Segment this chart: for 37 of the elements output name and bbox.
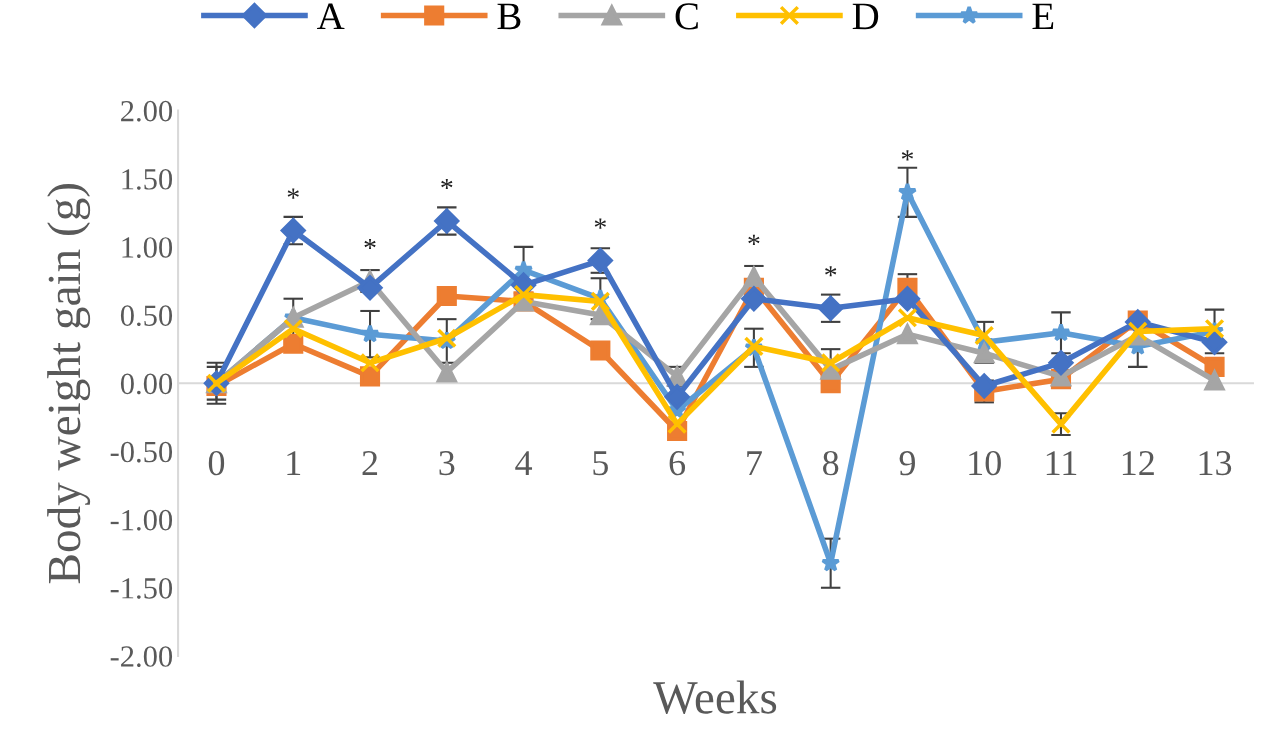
x-tick-label: 10 xyxy=(969,450,1001,476)
x-tick-label: 0 xyxy=(208,450,225,476)
x-tick-label: 5 xyxy=(593,451,608,476)
y-tick-label: -0.50 xyxy=(110,441,173,463)
x-tick-label: 6 xyxy=(669,451,686,476)
annotation: * xyxy=(364,238,376,250)
legend-label: A xyxy=(317,3,345,30)
y-tick-label: -1.50 xyxy=(110,578,173,599)
annotation: * xyxy=(287,188,299,199)
x-tick-label: 7 xyxy=(747,451,762,475)
legend-label: C xyxy=(675,3,698,30)
x-tick-label: 2 xyxy=(362,451,378,475)
annotation: * xyxy=(748,234,760,246)
x-tick-label: 8 xyxy=(823,450,839,476)
y-tick-label: -2.00 xyxy=(110,646,173,667)
y-tick-label: 2.00 xyxy=(121,100,173,122)
x-tick-label: 9 xyxy=(899,451,915,476)
y-tick-label: 1.00 xyxy=(122,237,173,258)
annotation: * xyxy=(441,178,453,190)
y-tick-label: -1.00 xyxy=(110,509,173,531)
x-tick-label: 1 xyxy=(287,451,301,475)
y-axis-title: Body weight gain (g) xyxy=(47,184,91,584)
legend-label: B xyxy=(497,3,521,30)
y-tick-label: 0.50 xyxy=(120,305,173,327)
legend-label: E xyxy=(1032,3,1054,30)
y-tick-label: 1.50 xyxy=(122,169,173,190)
annotation: * xyxy=(825,266,837,277)
x-axis-title: Weeks xyxy=(653,680,777,714)
x-tick-label: 12 xyxy=(1122,451,1154,475)
x-tick-label: 11 xyxy=(1046,451,1077,475)
annotation: * xyxy=(901,150,914,161)
annotation: * xyxy=(594,218,606,229)
x-tick-label: 13 xyxy=(1199,451,1232,476)
y-tick-label: 0.00 xyxy=(120,373,173,395)
legend-label: D xyxy=(852,3,879,30)
x-tick-label: 3 xyxy=(439,451,455,476)
x-tick-label: 4 xyxy=(515,451,533,475)
